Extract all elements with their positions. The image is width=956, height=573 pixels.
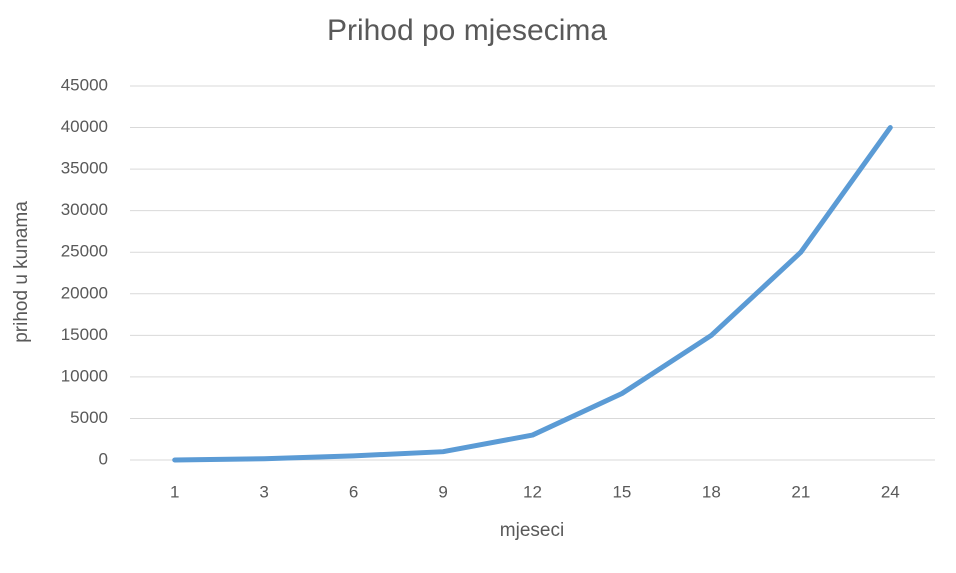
y-tick-label: 5000 xyxy=(70,408,108,427)
x-tick-label: 6 xyxy=(349,482,358,501)
y-tick-label: 25000 xyxy=(61,242,108,261)
y-tick-label: 45000 xyxy=(61,75,108,94)
x-tick-label: 15 xyxy=(612,482,631,501)
y-tick-label: 20000 xyxy=(61,283,108,302)
x-tick-label: 18 xyxy=(702,482,721,501)
line xyxy=(172,125,893,463)
chart-title: Prihod po mjesecima xyxy=(327,14,607,47)
x-tick-label: 9 xyxy=(438,482,447,501)
y-tick-label: 35000 xyxy=(61,159,108,178)
x-tick-label: 1 xyxy=(170,482,179,501)
x-tick-label: 12 xyxy=(523,482,542,501)
x-tick-label: 21 xyxy=(791,482,810,501)
x-tick-label: 24 xyxy=(881,482,900,501)
y-tick-label: 30000 xyxy=(61,200,108,219)
y-tick-label: 0 xyxy=(99,449,108,468)
x-tick-label: 3 xyxy=(259,482,268,501)
x-axis-label: mjeseci xyxy=(500,520,564,541)
y-axis-label: prihod u kunama xyxy=(11,201,32,343)
y-tick-label: 15000 xyxy=(61,325,108,344)
y-tick-label: 10000 xyxy=(61,366,108,385)
y-tick-label: 40000 xyxy=(61,117,108,136)
